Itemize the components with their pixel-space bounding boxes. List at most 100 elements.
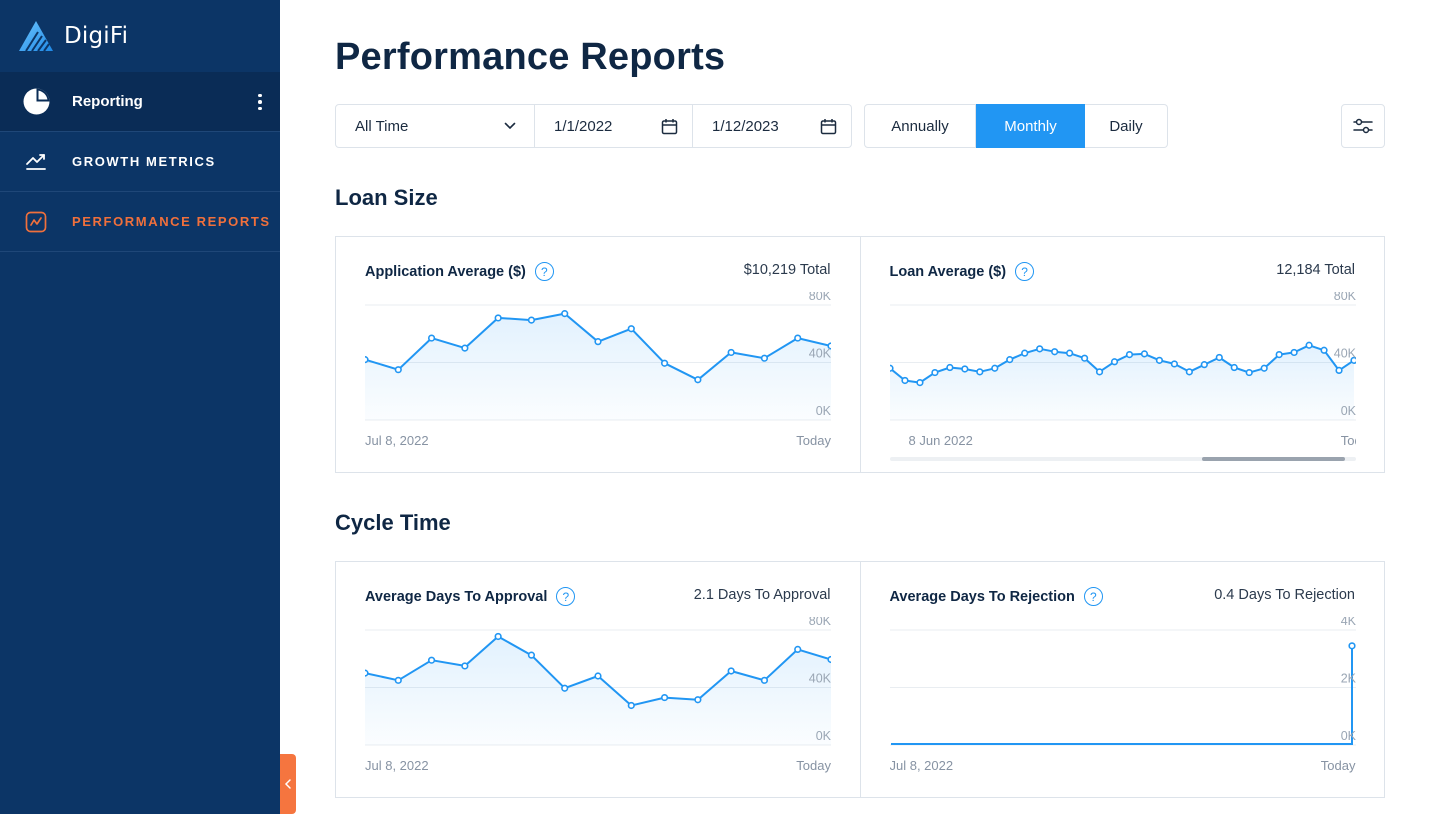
calendar-icon[interactable] (820, 118, 837, 135)
help-icon[interactable]: ? (1015, 262, 1035, 281)
data-point[interactable] (945, 363, 953, 372)
data-point[interactable] (394, 676, 402, 684)
data-point[interactable] (990, 364, 998, 372)
data-point[interactable] (794, 645, 802, 654)
sliders-icon (1353, 118, 1373, 134)
end-date-field[interactable]: 1/12/2023 (693, 104, 852, 148)
data-point[interactable] (527, 651, 536, 659)
data-point[interactable] (1005, 356, 1013, 364)
data-point[interactable] (794, 334, 802, 342)
data-point[interactable] (1170, 360, 1178, 368)
data-point[interactable] (1020, 349, 1028, 357)
data-point[interactable] (1110, 358, 1118, 366)
data-point[interactable] (1185, 368, 1193, 376)
card-title: Loan Average ($) ? (890, 262, 1035, 281)
data-point[interactable] (1260, 364, 1268, 372)
data-point[interactable] (660, 693, 669, 702)
data-point[interactable] (1230, 363, 1238, 372)
sidebar-header-reporting[interactable]: Reporting (0, 72, 280, 132)
data-point[interactable] (1050, 348, 1058, 356)
help-icon[interactable]: ? (556, 587, 576, 606)
data-point[interactable] (365, 669, 369, 677)
data-point[interactable] (960, 365, 968, 373)
period-annually-button[interactable]: Annually (864, 104, 976, 148)
data-point[interactable] (760, 676, 769, 684)
data-point[interactable] (915, 379, 924, 387)
data-point[interactable] (594, 672, 602, 680)
data-point[interactable] (827, 342, 831, 350)
data-point[interactable] (827, 655, 831, 664)
data-point[interactable] (394, 366, 402, 374)
pie-chart-icon (23, 88, 50, 115)
data-point[interactable] (527, 316, 536, 324)
period-monthly-button[interactable]: Monthly (976, 104, 1085, 148)
data-point[interactable] (1275, 350, 1283, 359)
data-point[interactable] (1035, 345, 1043, 353)
data-point[interactable] (561, 310, 569, 318)
data-point[interactable] (727, 348, 735, 357)
data-point[interactable] (694, 696, 702, 704)
help-icon[interactable]: ? (1083, 587, 1103, 606)
data-point[interactable] (494, 314, 502, 322)
data-point[interactable] (930, 368, 939, 377)
data-point[interactable] (975, 368, 983, 376)
data-point[interactable] (1319, 346, 1328, 354)
data-point[interactable] (427, 334, 436, 342)
data-point[interactable] (760, 354, 769, 362)
data-point[interactable] (1347, 642, 1356, 650)
scrollbar-thumb[interactable] (1201, 457, 1345, 461)
sidebar-item-performance-reports[interactable]: PERFORMANCE REPORTS (0, 192, 280, 252)
app-logo[interactable]: DigiFi (18, 20, 128, 52)
time-range-value: All Time (355, 117, 409, 135)
collapse-sidebar-button[interactable] (280, 754, 296, 814)
data-point[interactable] (1349, 356, 1356, 364)
more-options-icon[interactable] (250, 90, 270, 114)
data-point[interactable] (461, 344, 469, 352)
data-point[interactable] (1245, 368, 1253, 377)
x-axis-start-label: Jul 8, 2022 (365, 758, 429, 773)
time-range-select[interactable]: All Time (335, 104, 535, 148)
data-point[interactable] (727, 667, 735, 675)
series-area (365, 636, 831, 745)
data-point[interactable] (1095, 368, 1103, 376)
loan-size-cards: Application Average ($) ? $10,219 Total … (335, 236, 1385, 473)
cycle-time-cards: Average Days To Approval ? 2.1 Days To A… (335, 561, 1385, 798)
period-daily-button[interactable]: Daily (1085, 104, 1168, 148)
start-date-field[interactable]: 1/1/2022 (535, 104, 693, 148)
data-point[interactable] (694, 376, 702, 384)
chart-svg: 0K 40K 80K (889, 292, 1356, 421)
data-point[interactable] (1290, 348, 1298, 357)
data-point[interactable] (900, 376, 909, 385)
data-point[interactable] (427, 656, 436, 664)
data-point[interactable] (594, 338, 602, 346)
data-point[interactable] (1065, 349, 1073, 357)
data-point[interactable] (889, 364, 894, 372)
data-point[interactable] (1304, 341, 1313, 349)
card-total: 0.4 Days To Rejection (1214, 587, 1355, 603)
help-icon[interactable]: ? (534, 262, 554, 281)
card-total: 2.1 Days To Approval (693, 587, 831, 603)
data-point[interactable] (561, 684, 569, 692)
data-point[interactable] (1080, 354, 1088, 362)
sidebar-item-growth-metrics[interactable]: GROWTH METRICS (0, 132, 280, 192)
chart-scrollbar[interactable] (889, 457, 1356, 461)
end-date-value: 1/12/2023 (712, 117, 779, 135)
calendar-icon[interactable] (661, 118, 678, 135)
y-tick-label: 40K (809, 347, 831, 361)
data-point[interactable] (365, 356, 369, 364)
data-point[interactable] (1334, 366, 1343, 375)
data-point[interactable] (1155, 356, 1163, 364)
filter-settings-button[interactable] (1341, 104, 1385, 148)
y-tick-label: 2K (1340, 672, 1355, 686)
trend-up-icon (26, 154, 46, 170)
data-point[interactable] (627, 701, 635, 710)
chart-svg: 0K 2K 4K (889, 617, 1356, 746)
data-point[interactable] (461, 662, 469, 670)
data-point[interactable] (627, 325, 635, 333)
data-point[interactable] (1125, 350, 1133, 359)
data-point[interactable] (1140, 350, 1148, 358)
data-point[interactable] (660, 359, 669, 367)
data-point[interactable] (1200, 361, 1208, 369)
data-point[interactable] (1215, 353, 1223, 362)
data-point[interactable] (494, 632, 502, 641)
